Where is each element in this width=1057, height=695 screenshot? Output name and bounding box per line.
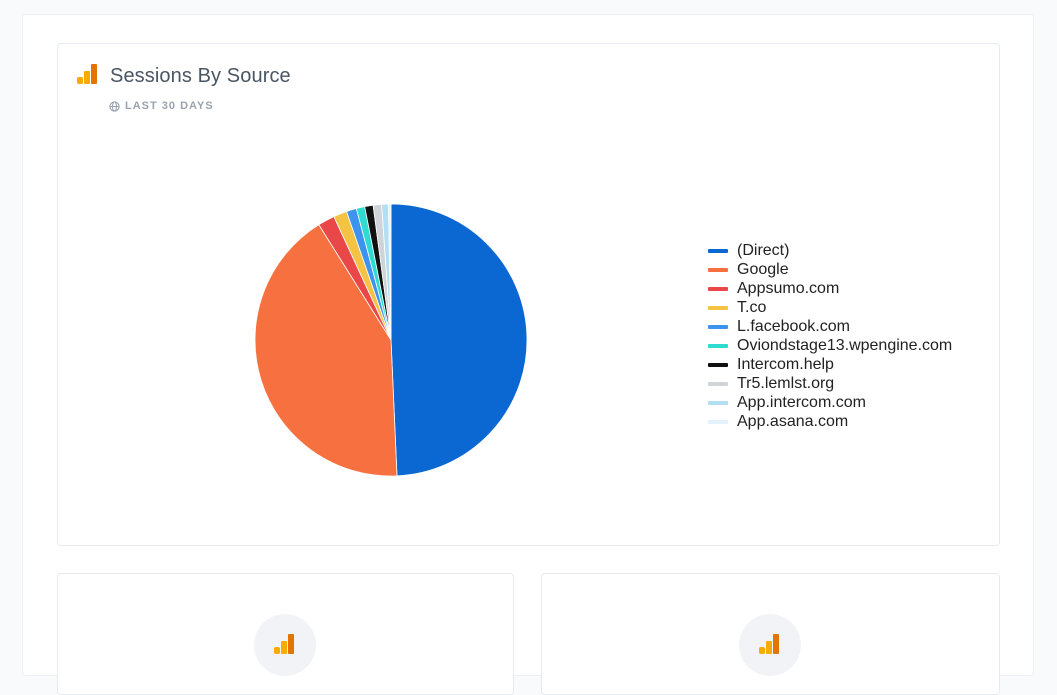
pie-slice-direct[interactable]	[390, 203, 528, 477]
google-analytics-icon	[759, 634, 779, 654]
bottom-right-card	[541, 573, 1000, 695]
legend-item[interactable]: Tr5.lemlst.org	[708, 375, 952, 394]
dashboard-panel: Sessions By Source LAST 30 DAYS (Direct)…	[22, 14, 1034, 695]
legend-item[interactable]: Oviondstage13.wpengine.com	[708, 336, 952, 355]
bottom-left-card	[57, 573, 514, 695]
pie-chart	[253, 202, 529, 478]
legend-item[interactable]: (Direct)	[708, 241, 952, 260]
legend-item[interactable]: L.facebook.com	[708, 317, 952, 336]
legend-label: Intercom.help	[737, 356, 834, 374]
pie-slice-app-asana-com[interactable]	[388, 203, 392, 341]
legend-label: App.asana.com	[737, 413, 849, 431]
legend-label: Oviondstage13.wpengine.com	[737, 337, 953, 355]
legend-label: App.intercom.com	[737, 394, 866, 412]
legend-item[interactable]: Google	[708, 260, 952, 279]
pie-slice-google[interactable]	[254, 224, 398, 477]
legend-swatch	[708, 324, 728, 329]
chart-legend: (Direct) Google Appsumo.com T.co L.facebook.…	[708, 241, 952, 432]
legend-label: Appsumo.com	[737, 279, 840, 297]
legend-item[interactable]: Intercom.help	[708, 356, 952, 375]
legend-item[interactable]: Appsumo.com	[708, 279, 952, 298]
pie-chart-svg	[254, 203, 528, 477]
legend-swatch	[708, 420, 728, 425]
icon-badge	[254, 614, 316, 676]
legend-swatch	[708, 286, 728, 291]
icon-badge	[739, 614, 801, 676]
sessions-by-source-card	[57, 43, 1000, 546]
legend-label: T.co	[737, 298, 767, 316]
legend-item[interactable]: App.intercom.com	[708, 394, 952, 413]
card-title: Sessions By Source	[110, 65, 291, 87]
legend-swatch	[708, 382, 728, 387]
legend-label: (Direct)	[737, 241, 790, 259]
legend-swatch	[708, 344, 728, 349]
google-analytics-icon	[77, 64, 97, 84]
legend-item[interactable]: T.co	[708, 298, 952, 317]
legend-label: Tr5.lemlst.org	[737, 375, 835, 393]
legend-swatch	[708, 248, 728, 253]
legend-swatch	[708, 363, 728, 368]
globe-icon	[109, 100, 120, 112]
legend-label: Google	[737, 260, 789, 278]
google-analytics-icon	[274, 634, 294, 654]
subtitle-text: LAST 30 DAYS	[125, 100, 214, 112]
legend-item[interactable]: App.asana.com	[708, 413, 952, 432]
legend-label: L.facebook.com	[737, 317, 850, 335]
legend-swatch	[708, 305, 728, 310]
legend-swatch	[708, 401, 728, 406]
date-range-label: LAST 30 DAYS	[109, 100, 214, 112]
legend-swatch	[708, 267, 728, 272]
